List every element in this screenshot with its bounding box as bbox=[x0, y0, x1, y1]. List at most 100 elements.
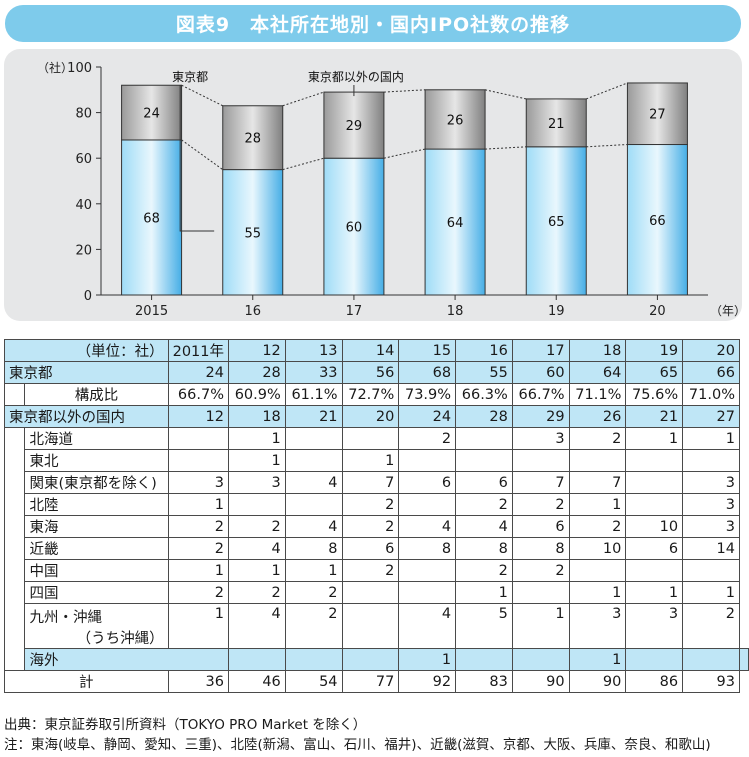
bar-other-domestic bbox=[222, 105, 284, 171]
table-row: 東京都以外の国内 12 18 21 20 24 28 29 26 21 27 bbox=[4, 405, 749, 428]
table-cell: 71.1% bbox=[568, 383, 627, 406]
y-tick-label: 60 bbox=[75, 152, 92, 167]
table-cell: 7 bbox=[568, 471, 627, 494]
table-cell: 2 bbox=[568, 427, 627, 450]
x-unit-label: （年） bbox=[710, 304, 742, 318]
table-year-header: 18 bbox=[568, 339, 627, 362]
bar-other-domestic bbox=[525, 98, 587, 148]
table-cell: 1 bbox=[167, 559, 230, 582]
table-cell: 66.3% bbox=[455, 383, 513, 406]
table-cell bbox=[398, 559, 457, 582]
table-cell: 1 bbox=[682, 581, 740, 604]
table-cell: 1 bbox=[341, 449, 400, 472]
table-cell: 6 bbox=[625, 537, 684, 560]
table-cell: 75.6% bbox=[625, 383, 684, 406]
stacked-bar-chart: 0 20 40 60 80 100（社） 68 24 2015 55 28 16 60 29 17 64 26 1… bbox=[37, 60, 742, 319]
table-cell: 83 bbox=[455, 670, 513, 693]
table-cell: 6 bbox=[398, 471, 457, 494]
chart-title: 図表9 本社所在地別・国内IPO社数の推移 bbox=[5, 5, 741, 42]
bar-other-domestic bbox=[626, 82, 688, 146]
table-cell: 2 bbox=[568, 515, 627, 538]
table-cell: 1 bbox=[568, 581, 627, 604]
table-row: 構成比 66.7% 60.9% 61.1% 72.7% 73.9% 66.3% 66.7% 71… bbox=[3, 383, 749, 406]
table-cell bbox=[511, 449, 570, 472]
table-cell: 18 bbox=[228, 405, 286, 428]
table-cell: 3 bbox=[568, 603, 627, 649]
table-cell: 4 bbox=[455, 515, 513, 538]
table-row: 四国 2 2 2 1 1 1 1 bbox=[5, 581, 749, 604]
table-cell bbox=[455, 648, 513, 671]
table-cell: 3 bbox=[625, 603, 684, 649]
table-cell: 54 bbox=[284, 670, 343, 693]
connector-line-total bbox=[586, 82, 628, 100]
table-cell: 26 bbox=[568, 405, 627, 428]
table-cell: 4 bbox=[228, 603, 286, 649]
table-cell bbox=[341, 427, 400, 450]
table-cell: 2 bbox=[455, 559, 513, 582]
bar-other-domestic bbox=[424, 89, 486, 150]
table-row: 北陸 1 2 2 2 1 3 bbox=[5, 493, 749, 516]
table-unit-label: （単位：社） bbox=[4, 339, 169, 362]
table-cell: 72.7% bbox=[341, 383, 400, 406]
bar-tokyo bbox=[626, 144, 688, 296]
row-label: 北陸 bbox=[24, 493, 169, 516]
table-cell: 68 bbox=[398, 361, 457, 384]
table-cell: 1 bbox=[511, 603, 570, 649]
table-cell bbox=[625, 648, 684, 671]
row-label: 東京都 bbox=[4, 361, 169, 384]
table-cell: 4 bbox=[284, 515, 343, 538]
table-cell: 6 bbox=[455, 471, 513, 494]
connector-line-total bbox=[383, 89, 426, 93]
table-cell bbox=[167, 427, 230, 450]
table-cell: 1 bbox=[228, 427, 286, 450]
data-label-other: 29 bbox=[346, 119, 363, 134]
table-cell: 2 bbox=[228, 581, 286, 604]
legend-label-other: 東京都以外の国内 bbox=[308, 70, 404, 84]
table-cell bbox=[625, 559, 684, 582]
table-cell: 92 bbox=[398, 670, 457, 693]
x-tick-label: 17 bbox=[346, 304, 363, 319]
bar-tokyo bbox=[424, 148, 486, 296]
table-cell: 2 bbox=[228, 515, 286, 538]
row-label: 東海 bbox=[24, 515, 169, 538]
table-cell: 3 bbox=[682, 515, 740, 538]
y-tick-label: 80 bbox=[75, 107, 92, 122]
table-cell bbox=[682, 648, 740, 671]
table-cell: 4 bbox=[228, 537, 286, 560]
table-cell bbox=[228, 493, 286, 516]
table-cell: 2 bbox=[284, 581, 343, 604]
table-cell: 86 bbox=[625, 670, 684, 693]
table-row: 九州・沖縄 （うち沖縄） 1 4 2 4 5 1 3 3 2 bbox=[5, 603, 749, 649]
table-cell: 55 bbox=[455, 361, 513, 384]
table-row: 関東(東京都を除く) 3 3 4 7 6 6 7 7 3 bbox=[5, 471, 749, 494]
x-tick-label: 16 bbox=[244, 304, 261, 319]
table-cell bbox=[341, 581, 400, 604]
table-cell: 7 bbox=[511, 471, 570, 494]
table-cell: 8 bbox=[455, 537, 513, 560]
table-cell: 2 bbox=[167, 515, 230, 538]
table-row: 計 36 46 54 77 92 83 90 90 86 93 bbox=[4, 670, 749, 693]
table-cell: 8 bbox=[511, 537, 570, 560]
table-cell: 93 bbox=[682, 670, 740, 693]
table-cell: 4 bbox=[398, 603, 457, 649]
table-cell bbox=[398, 493, 457, 516]
row-label: 計 bbox=[4, 670, 169, 693]
table-cell: 10 bbox=[625, 515, 684, 538]
y-tick-label: 0 bbox=[84, 289, 92, 304]
bar-other-domestic bbox=[323, 91, 385, 159]
table-cell: 5 bbox=[455, 603, 513, 649]
row-indent bbox=[3, 427, 26, 671]
table-cell bbox=[398, 449, 457, 472]
bar-tokyo bbox=[323, 157, 385, 296]
x-tick-label: 18 bbox=[447, 304, 464, 319]
table-cell: 2 bbox=[341, 559, 400, 582]
table-row: 中国 1 1 1 2 2 2 bbox=[5, 559, 749, 582]
table-cell: 71.0% bbox=[682, 383, 740, 406]
data-label-tokyo: 65 bbox=[548, 215, 565, 230]
table-cell: 65 bbox=[625, 361, 684, 384]
table-cell bbox=[739, 648, 749, 671]
table-cell: 3 bbox=[228, 471, 286, 494]
data-table: （単位：社） 2011年 12 13 14 15 16 17 18 19 20 東京都 24 28 33 56… bbox=[3, 339, 749, 693]
connector-line-total bbox=[484, 89, 527, 100]
table-cell: 4 bbox=[398, 515, 457, 538]
